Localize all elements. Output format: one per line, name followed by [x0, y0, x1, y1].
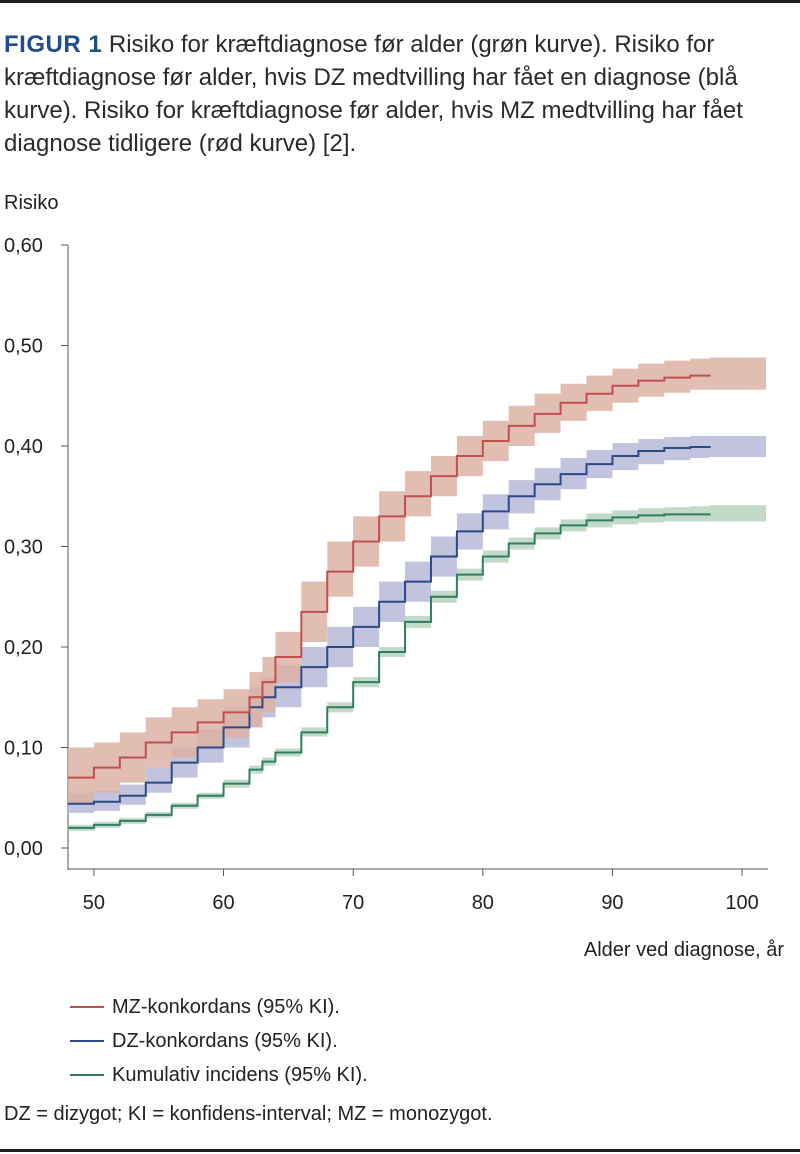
legend-swatch-mz: [70, 1006, 104, 1008]
legend-item-mz: MZ-konkordans (95% KI).: [70, 990, 368, 1024]
x-axis-label: Alder ved diagnose, år: [583, 939, 784, 961]
bottom-rule: [0, 1149, 800, 1152]
y-tick-label: 0,00: [4, 838, 43, 860]
legend-item-dz: DZ-konkordans (95% KI).: [70, 1024, 368, 1058]
x-tick-label: 100: [725, 892, 758, 914]
legend-item-cum: Kumulativ incidens (95% KI).: [70, 1058, 368, 1092]
series-line-cum: [68, 513, 711, 829]
figure-caption-text: Risiko for kræftdiagnose før alder (grøn…: [4, 31, 743, 157]
y-tick-label: 0,20: [4, 637, 43, 659]
y-tick-label: 0,60: [4, 235, 43, 257]
y-tick-label: 0,30: [4, 537, 43, 559]
x-tick-label: 90: [601, 892, 623, 914]
legend-label-mz: MZ-konkordans (95% KI).: [112, 995, 340, 1018]
footnote: DZ = dizygot; KI = konfidens-interval; M…: [4, 1103, 493, 1125]
figure-label: FIGUR 1: [4, 31, 103, 58]
y-tick-label: 0,10: [4, 738, 43, 760]
y-tick-label: 0,50: [4, 336, 43, 358]
legend-label-dz: DZ-konkordans (95% KI).: [112, 1029, 338, 1052]
legend: MZ-konkordans (95% KI). DZ-konkordans (9…: [70, 990, 368, 1092]
y-tick-label: 0,40: [4, 436, 43, 458]
x-tick-label: 60: [212, 892, 234, 914]
x-tick-label: 80: [472, 892, 494, 914]
legend-label-cum: Kumulativ incidens (95% KI).: [112, 1063, 368, 1086]
series-line-mz: [68, 374, 711, 779]
y-axis-label: Risiko: [4, 192, 59, 214]
figure-caption: FIGUR 1 Risiko for kræftdiagnose før ald…: [4, 28, 794, 160]
series-line-dz: [68, 446, 711, 805]
x-tick-label: 70: [342, 892, 364, 914]
x-tick-label: 50: [83, 892, 105, 914]
top-rule: [0, 0, 800, 3]
legend-swatch-cum: [70, 1074, 104, 1076]
ci-band-mz: [68, 357, 766, 803]
legend-swatch-dz: [70, 1040, 104, 1042]
